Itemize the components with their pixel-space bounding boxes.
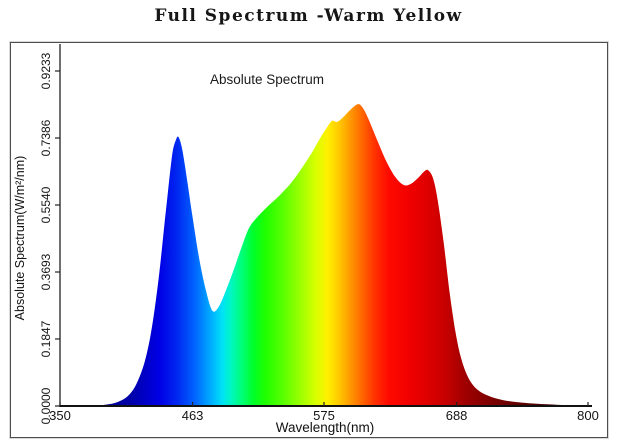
spectrum-area xyxy=(60,104,588,406)
y-axis-title: Absolute Spectrum(W/m²/nm) xyxy=(13,155,27,321)
page-title: Full Spectrum -Warm Yellow xyxy=(154,6,463,26)
chart-inner-title: Absolute Spectrum xyxy=(209,72,325,87)
x-tick-label: 800 xyxy=(577,408,599,423)
x-axis-title: Wavelength(nm) xyxy=(275,420,375,435)
y-tick-label: 0.3693 xyxy=(39,253,53,291)
x-tick-label: 688 xyxy=(445,408,468,423)
y-tick-label: 0.5540 xyxy=(39,186,53,224)
y-tick-label: 0.7386 xyxy=(39,119,53,157)
x-tick-label: 463 xyxy=(181,408,204,423)
y-tick-label: 0.9233 xyxy=(39,52,53,90)
x-tick-label: 350 xyxy=(49,408,71,423)
x-tick-label: 575 xyxy=(313,408,335,423)
y-tick-label: 0.1847 xyxy=(39,320,53,358)
